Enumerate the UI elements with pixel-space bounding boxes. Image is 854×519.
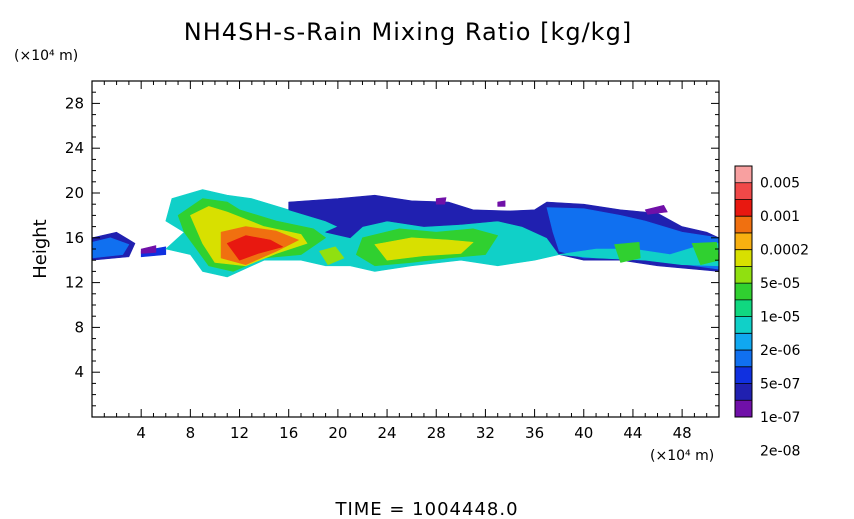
colorbar-swatch [735,283,752,301]
colorbar-label: 5e-05 [760,276,800,292]
colorbar-swatch [735,350,752,368]
colorbar-swatch [735,232,752,251]
colorbar-swatch [735,199,752,217]
y-axis-label: Height [30,219,51,279]
x-axis-unit: (×10⁴ m) [650,448,714,464]
field-region-18 [644,205,668,215]
y-tick-label: 4 [74,363,84,381]
colorbar-frame [734,165,753,418]
x-tick-label: 20 [328,424,347,442]
y-tick-label: 8 [74,318,84,336]
x-tick-label: 36 [525,424,544,442]
x-tick-label: 44 [623,424,642,442]
colorbar: 0.005 0.001 0.0002 5e-05 1e-05 2e-06 5e-07 1e-0… [734,165,809,460]
colorbar-label: 0.005 [760,176,800,192]
colorbar-label: 2e-08 [760,444,800,460]
y-tick-label: 12 [65,274,84,292]
field-region-12 [374,237,474,261]
mixing-ratio-field [92,189,719,278]
chart-title: NH4SH-s-Rain Mixing Ratio [kg/kg] [184,18,632,46]
colorbar-swatch [735,182,752,200]
colorbar-swatch [735,366,752,384]
x-tick-label: 28 [427,424,446,442]
colorbar-swatch [735,216,752,234]
field-region-13 [319,246,345,266]
field-region-19 [140,245,157,254]
colorbar-swatch [735,266,752,284]
x-tick-label: 48 [673,424,692,442]
field-region-1 [92,237,130,259]
field-region-17 [497,200,506,207]
colorbar-label: 0.0002 [760,243,809,259]
x-tick-label: 40 [574,424,593,442]
colorbar-label: 0.001 [760,209,800,225]
y-tick-label: 28 [65,94,84,112]
colorbar-swatch [735,249,752,267]
y-tick-label: 20 [65,184,84,202]
colorbar-swatch [735,299,752,317]
y-axis-unit: (×10⁴ m) [14,48,78,64]
x-tick-label: 12 [230,424,249,442]
colorbar-swatch [735,316,752,334]
colorbar-label: 2e-06 [760,343,800,359]
colorbar-swatch [735,166,752,184]
colorbar-label: 5e-07 [760,377,800,393]
field-region-14 [614,242,641,263]
colorbar-label: 1e-07 [760,410,800,426]
x-tick-label: 24 [378,424,397,442]
field-region-10 [226,235,283,261]
colorbar-swatch [735,333,752,351]
y-tick-label: 24 [65,139,84,157]
colorbar-label: 1e-05 [760,310,800,326]
x-tick-label: 16 [279,424,298,442]
field-region-15 [691,242,719,266]
x-tick-label: 4 [136,424,146,442]
colorbar-swatch [735,383,752,401]
colorbar-swatch [735,400,752,418]
time-label: TIME = 1004448.0 [334,499,518,519]
field-region-16 [435,197,447,205]
x-tick-label: 8 [186,424,196,442]
y-tick-label: 16 [65,229,84,247]
x-tick-label: 32 [476,424,495,442]
